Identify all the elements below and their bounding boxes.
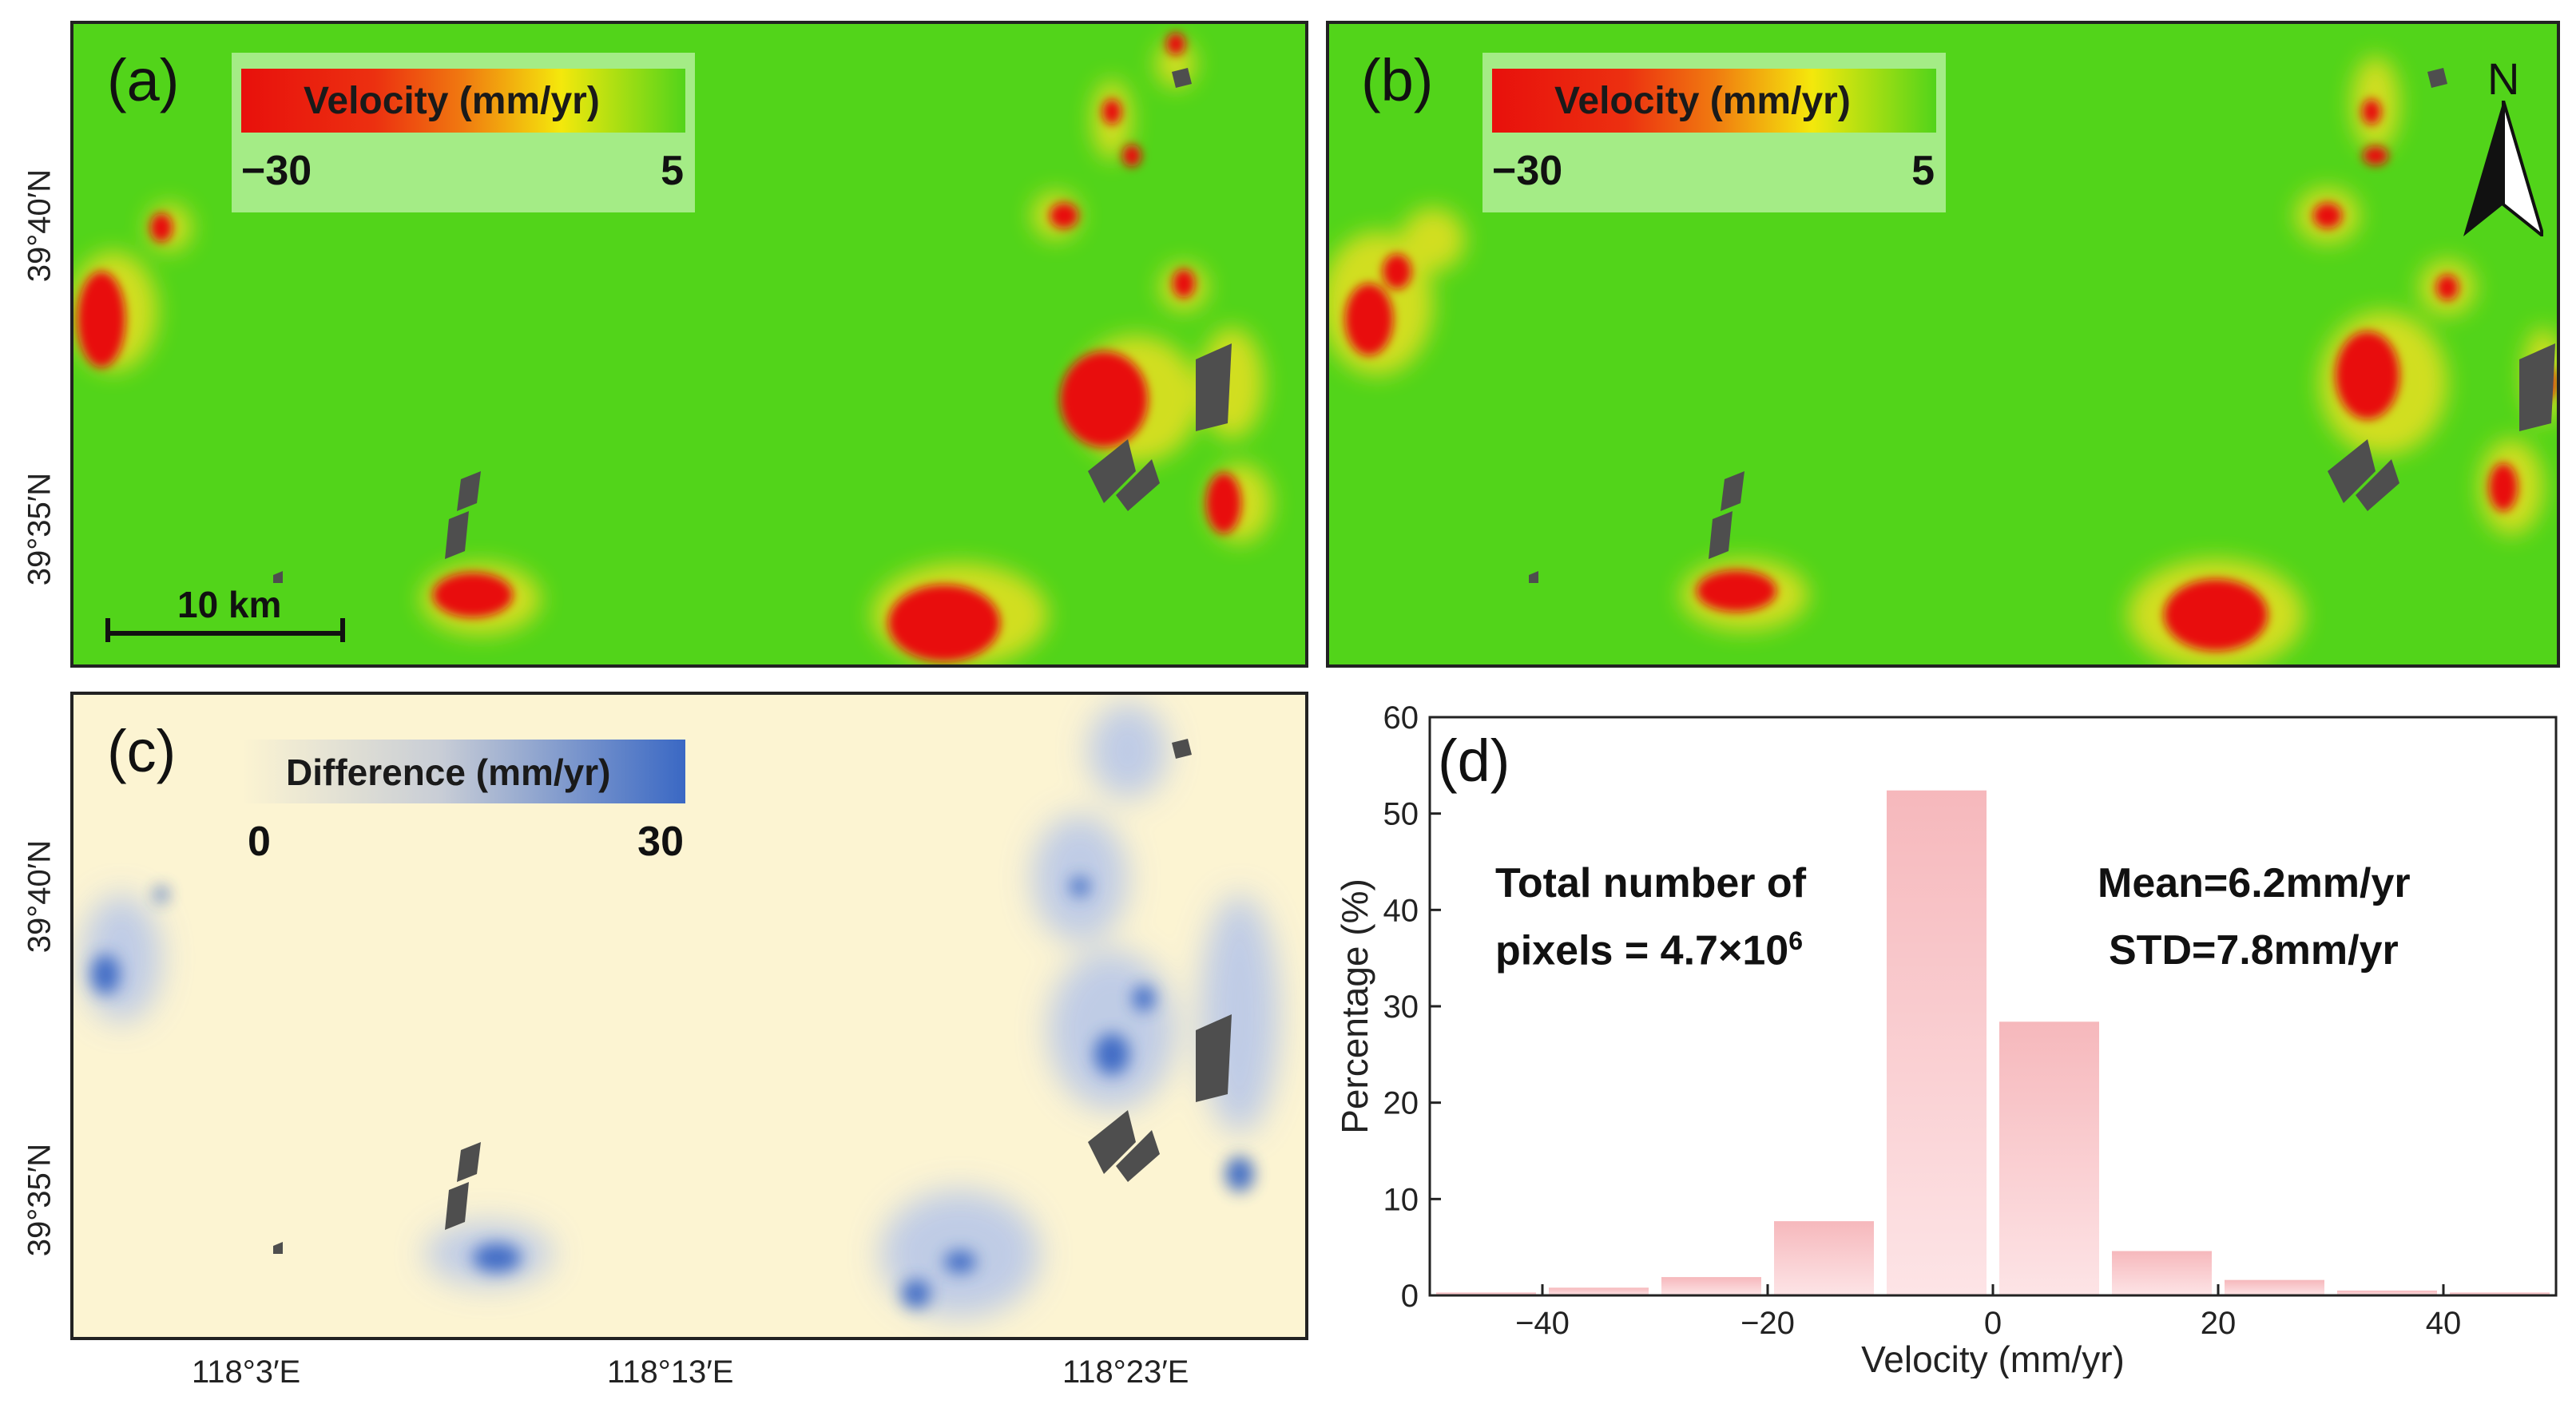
map-panel-b: (b) Velocity (mm/yr) −30 5 N	[1326, 21, 2560, 668]
y-tick-label: 30	[1383, 990, 1419, 1025]
histogram-bar	[2225, 1279, 2324, 1295]
x-tick-label: −20	[1740, 1306, 1795, 1341]
difference-cores	[91, 877, 1254, 1308]
lat-label-c-1: 39°40′N	[22, 839, 58, 954]
y-tick-label: 50	[1383, 797, 1419, 832]
lon-label-1: 118°3′E	[192, 1354, 301, 1390]
panel-label-a: (a)	[107, 47, 180, 113]
y-tick-label: 20	[1383, 1086, 1419, 1121]
legend-max: 5	[661, 148, 684, 194]
y-axis-label: Percentage (%)	[1334, 879, 1375, 1134]
legend-title: Velocity (mm/yr)	[304, 80, 600, 122]
no-data-areas	[1529, 68, 2555, 583]
velocity-colorbar	[1492, 69, 1936, 133]
x-tick-label: −40	[1515, 1306, 1570, 1341]
legend-title: Velocity (mm/yr)	[1554, 80, 1851, 122]
difference-map-c	[81, 703, 1280, 1318]
subsidence-map-a	[73, 33, 1272, 664]
stats-total-line2: pixels = 4.7×106	[1495, 926, 1803, 974]
histogram-bar	[2337, 1290, 2437, 1295]
legend-min: −30	[241, 148, 312, 194]
histogram-chart: 0 10 20 30 40 50 60 −40 −20 0 20 40 Velocity (mm/yr)…	[1334, 700, 2558, 1378]
x-tick-label: 20	[2201, 1306, 2237, 1341]
legend-min: 0	[248, 819, 271, 865]
histogram-bar	[1549, 1287, 1649, 1295]
velocity-colorbar	[241, 69, 685, 133]
y-tick-label: 40	[1383, 893, 1419, 928]
x-tick-label: 0	[1984, 1306, 2002, 1341]
stats-total-exponent: 6	[1788, 926, 1803, 955]
scale-bar-tick-right	[340, 618, 345, 642]
panel-label-b: (b)	[1361, 47, 1434, 113]
no-data-areas	[273, 68, 1232, 583]
legend-max: 5	[1911, 148, 1935, 194]
histogram-bar	[1887, 790, 1987, 1295]
y-tick-label: 0	[1401, 1279, 1419, 1314]
panel-label-c: (c)	[107, 718, 177, 784]
subsidence-map-b	[1329, 56, 2557, 664]
histogram-bar	[1436, 1292, 1536, 1295]
stats-total-line2-text: pixels = 4.7×10	[1495, 927, 1789, 974]
lat-label-a-2: 39°35′N	[22, 472, 58, 586]
plot-frame	[1428, 716, 2558, 1297]
stats-mean: Mean=6.2mm/yr	[2098, 860, 2411, 906]
histogram-bar	[1774, 1221, 1874, 1295]
histogram-bar	[2112, 1251, 2212, 1295]
subsidence-cores	[77, 33, 1241, 661]
map-panel-c: (c) Difference (mm/yr) 0 30	[70, 692, 1308, 1340]
x-axis-label: Velocity (mm/yr)	[1861, 1339, 2125, 1378]
stats-std: STD=7.8mm/yr	[2109, 927, 2399, 974]
difference-colorbar	[241, 740, 685, 803]
y-tick-label: 10	[1383, 1182, 1419, 1217]
no-data-areas	[273, 739, 1232, 1254]
histogram-bar	[1999, 1021, 2099, 1295]
stats-total-line1: Total number of	[1495, 860, 1807, 906]
north-arrow-label: N	[2487, 54, 2520, 104]
lat-label-a-1: 39°40′N	[22, 169, 58, 283]
panel-label-d: (d)	[1438, 728, 1510, 794]
legend-velocity-a: Velocity (mm/yr) −30 5	[232, 53, 695, 212]
map-panel-a: (a) Velocity (mm/yr) −30 5 10 km	[70, 21, 1308, 668]
legend-velocity-b: Velocity (mm/yr) −30 5	[1482, 53, 1946, 212]
x-tick-label: 40	[2426, 1306, 2462, 1341]
legend-difference-c: Difference (mm/yr) 0 30	[232, 724, 695, 880]
north-arrow-icon	[2463, 101, 2543, 236]
histogram-bar	[2450, 1292, 2550, 1295]
legend-min: −30	[1492, 148, 1563, 194]
histogram-bar	[1661, 1277, 1761, 1295]
lat-label-c-2: 39°35′N	[22, 1143, 58, 1257]
legend-max: 30	[637, 819, 684, 865]
y-tick-label: 60	[1383, 700, 1419, 736]
legend-title: Difference (mm/yr)	[286, 752, 611, 793]
scale-bar	[105, 631, 345, 636]
scale-bar-label: 10 km	[177, 584, 282, 625]
scale-bar-tick-left	[105, 618, 110, 642]
lon-label-3: 118°23′E	[1062, 1354, 1189, 1390]
lon-label-2: 118°13′E	[607, 1354, 734, 1390]
